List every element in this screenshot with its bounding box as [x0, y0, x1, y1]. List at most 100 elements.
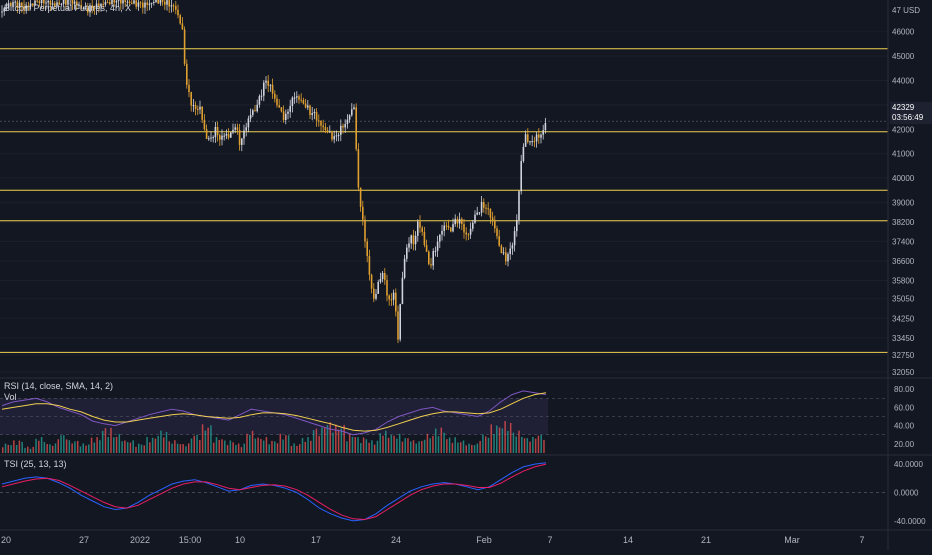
candle-body	[505, 252, 507, 262]
volume-bar	[371, 440, 373, 453]
candle-body	[296, 96, 298, 98]
candle-body	[368, 255, 371, 275]
candle-body	[56, 2, 58, 6]
volume-bar	[362, 437, 365, 453]
candle-body	[54, 3, 56, 6]
volume-bar	[60, 435, 62, 453]
volume-bar	[376, 440, 379, 453]
candle-body	[109, 2, 111, 5]
candle-body	[544, 122, 547, 131]
currency-label[interactable]: 47 USD	[892, 6, 920, 15]
price-tick-label: 36600	[892, 257, 915, 266]
candle-body	[313, 112, 316, 114]
candle-body	[232, 129, 234, 133]
candle-body	[236, 127, 239, 131]
candle-body	[67, 0, 69, 5]
time-tick-label: 24	[391, 535, 401, 545]
volume-bar	[46, 443, 48, 453]
candle-body	[337, 134, 340, 136]
volume-label[interactable]: Vol	[4, 392, 17, 402]
candle-body	[333, 136, 335, 140]
volume-bar	[132, 440, 134, 453]
volume-bar	[240, 447, 243, 453]
symbol-label[interactable]: Bitcoin Perpetual Futures, 4h,	[4, 3, 126, 13]
candle-body	[469, 228, 472, 235]
candle-body	[190, 92, 192, 106]
volume-bar	[440, 427, 443, 453]
volume-bar	[135, 446, 137, 453]
candle-body	[78, 4, 80, 6]
candle-body	[476, 212, 478, 215]
candle-body	[73, 1, 76, 4]
rsi-label[interactable]: RSI (14, close, SMA, 14, 2)	[4, 381, 114, 391]
volume-bar	[162, 437, 165, 453]
candle-body	[183, 29, 186, 64]
candle-body	[287, 111, 289, 114]
volume-bar	[484, 436, 487, 453]
candle-body	[300, 99, 302, 101]
candle-body	[146, 2, 148, 5]
price-tick-label: 45000	[892, 52, 915, 61]
volume-bar	[65, 439, 68, 453]
time-tick-label: 7	[859, 535, 864, 545]
chart-title: Bitcoin Perpetual Futures, 4h, X	[4, 3, 131, 13]
candle-body	[214, 126, 217, 138]
volume-bar	[410, 441, 412, 453]
volume-bar	[473, 445, 476, 453]
candle-body	[538, 134, 540, 138]
candle-body	[40, 0, 43, 4]
candle-body	[12, 2, 14, 6]
volume-bar	[293, 443, 295, 453]
time-tick-label: 7	[547, 535, 552, 545]
price-tick-label: 41000	[892, 150, 915, 159]
candle-body	[302, 100, 305, 104]
candle-body	[170, 5, 173, 7]
candle-body	[535, 134, 538, 142]
volume-bar	[398, 433, 401, 453]
volume-bar	[96, 437, 98, 453]
volume-bar	[543, 439, 545, 453]
candle-body	[423, 231, 426, 245]
volume-bar	[421, 440, 423, 453]
volume-bar	[118, 434, 121, 453]
time-tick-label: 10	[235, 535, 245, 545]
candle-body	[102, 4, 104, 6]
candle-body	[38, 1, 41, 4]
candle-body	[36, 0, 38, 2]
tsi-tick-label: -40.0000	[894, 517, 926, 526]
tsi-label[interactable]: TSI (25, 13, 13)	[4, 459, 67, 469]
candle-body	[5, 7, 8, 9]
volume-bar	[387, 437, 390, 453]
candle-body	[507, 253, 509, 262]
tsi-signal-line	[1, 463, 547, 521]
candle-body	[315, 112, 318, 121]
candle-body	[348, 115, 351, 120]
volume-bar	[224, 440, 226, 453]
volume-bar	[43, 441, 46, 453]
candle-body	[113, 0, 115, 3]
candle-body	[421, 227, 423, 232]
volume-bar	[7, 444, 10, 453]
rsi-volume-pane: 80.00 60.00 40.00 20.00	[0, 385, 915, 453]
candle-body	[7, 3, 10, 8]
candle-body	[340, 125, 342, 135]
volume-bar	[68, 440, 71, 453]
candle-body	[478, 212, 481, 214]
volume-bar	[2, 447, 4, 453]
tsi-tick-label: 0.0000	[894, 489, 919, 498]
volume-bar	[379, 433, 381, 453]
volume-bar	[165, 432, 168, 453]
volume-bar	[15, 444, 18, 453]
price-tick-label: 39000	[892, 198, 915, 207]
candle-body	[285, 113, 287, 120]
volume-bar	[404, 438, 406, 453]
candle-body	[243, 130, 245, 139]
volume-bar	[182, 444, 184, 453]
volume-bar	[276, 443, 279, 453]
volume-bar	[54, 443, 57, 453]
volume-bar	[471, 444, 473, 453]
candle-body	[540, 134, 542, 138]
volume-bar	[218, 440, 220, 453]
